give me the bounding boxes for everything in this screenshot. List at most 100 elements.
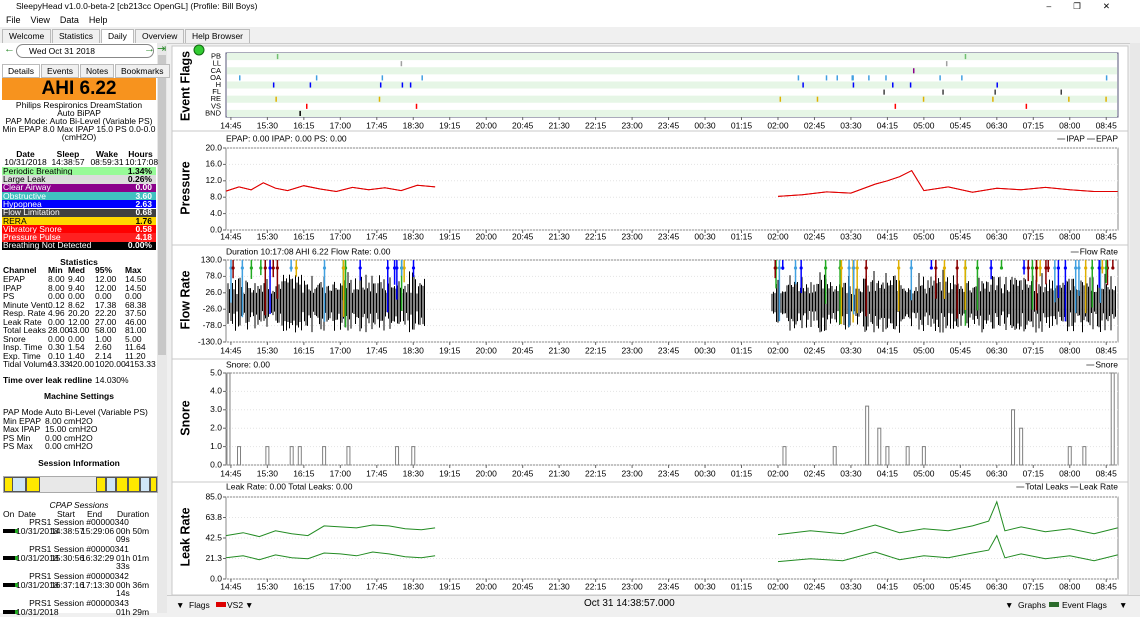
y-tick-label: -130.0	[198, 336, 222, 346]
tab[interactable]: Daily	[101, 29, 134, 43]
tab[interactable]: Statistics	[52, 29, 101, 43]
x-tick-label: 02:00	[767, 231, 789, 241]
session-duration: 01h 29m	[116, 607, 150, 617]
vs-button[interactable]: VS2	[227, 600, 244, 610]
session-toggle[interactable]	[3, 610, 18, 614]
tab[interactable]: Help Browser	[185, 29, 251, 43]
summary-header: Hours	[128, 149, 153, 159]
stats-cell: 58.00	[95, 325, 117, 335]
dropdown-arrow[interactable]: ▼	[1005, 600, 1014, 610]
stats-header: Max	[125, 265, 142, 275]
x-tick-label: 03:30	[840, 345, 862, 355]
session-toggle[interactable]	[3, 583, 18, 587]
flow-event-dot	[847, 266, 851, 270]
x-tick-label: 03:30	[840, 468, 862, 478]
stats-cell: 0.00	[48, 333, 65, 344]
x-tick-label: 01:15	[731, 581, 753, 591]
side-tab[interactable]: Details	[2, 64, 40, 78]
stats-cell: 11.64	[125, 342, 146, 352]
x-tick-label: 01:15	[731, 468, 753, 478]
series-line	[225, 500, 1118, 538]
index-label: Obstructive	[3, 190, 46, 201]
snore-spike	[865, 405, 870, 466]
x-tick-label: 08:45	[1096, 345, 1118, 355]
x-tick-label: 15:30	[257, 468, 279, 478]
x-tick-label: 23:00	[621, 120, 643, 130]
flow-event-dot	[897, 266, 901, 270]
stats-cell: 37.50	[125, 308, 147, 318]
nav-next[interactable]: →	[144, 43, 155, 55]
tab[interactable]: Overview	[135, 29, 185, 43]
stats-cell: Minute Vent.	[3, 299, 51, 310]
event-flags-button[interactable]: Event Flags	[1062, 600, 1107, 610]
flow-event-dot	[777, 266, 781, 270]
dropdown-arrow[interactable]: ▼	[245, 600, 254, 610]
stats-header: Min	[48, 265, 63, 275]
flow-event-dot	[393, 266, 397, 270]
session-toggle[interactable]	[3, 529, 18, 533]
nav-prev[interactable]: ←	[4, 43, 15, 55]
x-tick-label: 16:15	[293, 231, 315, 241]
flags-button[interactable]: Flags	[189, 600, 210, 610]
session-end: 17:13:30	[81, 580, 115, 590]
flag-label: VS	[211, 101, 221, 110]
nav-last[interactable]: ⇥	[157, 43, 167, 55]
x-tick-label: 16:15	[293, 120, 315, 130]
index-label: Large Leak	[3, 174, 46, 184]
flow-event-dot	[839, 266, 843, 270]
stats-cell: 9.40	[68, 282, 85, 293]
y-tick-label: 78.0	[205, 271, 222, 281]
index-value: 0.00	[135, 182, 152, 193]
vs-swatch	[216, 602, 226, 607]
stats-cell: 4.96	[48, 308, 65, 318]
x-tick-label: 05:00	[913, 120, 935, 130]
x-tick-label: 17:45	[366, 581, 388, 591]
stats-cell: 0.00	[48, 291, 65, 301]
snore-spike	[1019, 427, 1024, 466]
x-tick-label: 19:15	[439, 468, 461, 478]
side-tab[interactable]: Notes	[80, 64, 115, 78]
graphs-button[interactable]: Graphs	[1018, 600, 1046, 610]
side-tab[interactable]: Bookmarks	[115, 64, 170, 78]
window-controls[interactable]: –❐✕	[1046, 1, 1132, 11]
menu-item[interactable]: View	[30, 15, 50, 25]
session-header: Start	[57, 509, 75, 519]
scroll-thumb[interactable]	[158, 55, 166, 355]
flow-event-dot	[934, 266, 938, 270]
session-machine: PRS1 Session #00000341	[29, 544, 129, 554]
menu-item[interactable]: File	[6, 15, 21, 25]
dropdown-arrow[interactable]: ▼	[176, 600, 185, 610]
session-block	[12, 477, 26, 492]
x-tick-label: 06:30	[986, 345, 1008, 355]
stats-cell: 8.00	[48, 282, 65, 293]
index-value: 4.18	[135, 232, 152, 243]
x-tick-label: 00:30	[694, 231, 716, 241]
flow-event-dot	[955, 266, 959, 270]
x-tick-label: 02:45	[804, 345, 826, 355]
flow-event-dot	[402, 266, 406, 270]
index-label: Clear Airway	[3, 182, 51, 193]
stats-cell: 0.00	[68, 291, 85, 301]
menu-item[interactable]: Data	[59, 15, 79, 25]
x-tick-label: 17:45	[366, 120, 388, 130]
tab[interactable]: Welcome	[2, 29, 52, 43]
menu-item[interactable]: Help	[88, 15, 108, 25]
window-title: SleepyHead v1.0.0-beta-2 [cb213cc OpenGL…	[16, 1, 258, 11]
snore-spike	[877, 427, 882, 466]
x-tick-label: 05:45	[950, 468, 972, 478]
y-tick-label: 0.0	[210, 573, 222, 583]
stats-header: Channel	[3, 265, 37, 275]
y-tick-label: 16.0	[205, 159, 222, 169]
x-tick-label: 15:30	[257, 231, 279, 241]
x-tick-label: 17:00	[330, 231, 352, 241]
x-tick-label: 06:30	[986, 581, 1008, 591]
flow-event-dot	[942, 266, 947, 270]
scrollbar[interactable]	[157, 43, 167, 613]
side-tab[interactable]: Events	[41, 64, 79, 78]
flag-label: RE	[211, 94, 221, 103]
graph-header: Leak Rate: 0.00 Total Leaks: 0.00	[226, 481, 353, 491]
snore-spike	[1011, 409, 1016, 466]
date-picker[interactable]: Wed Oct 31 2018	[16, 44, 154, 58]
session-toggle[interactable]	[3, 556, 18, 560]
dropdown-arrow[interactable]: ▼	[1119, 600, 1128, 610]
